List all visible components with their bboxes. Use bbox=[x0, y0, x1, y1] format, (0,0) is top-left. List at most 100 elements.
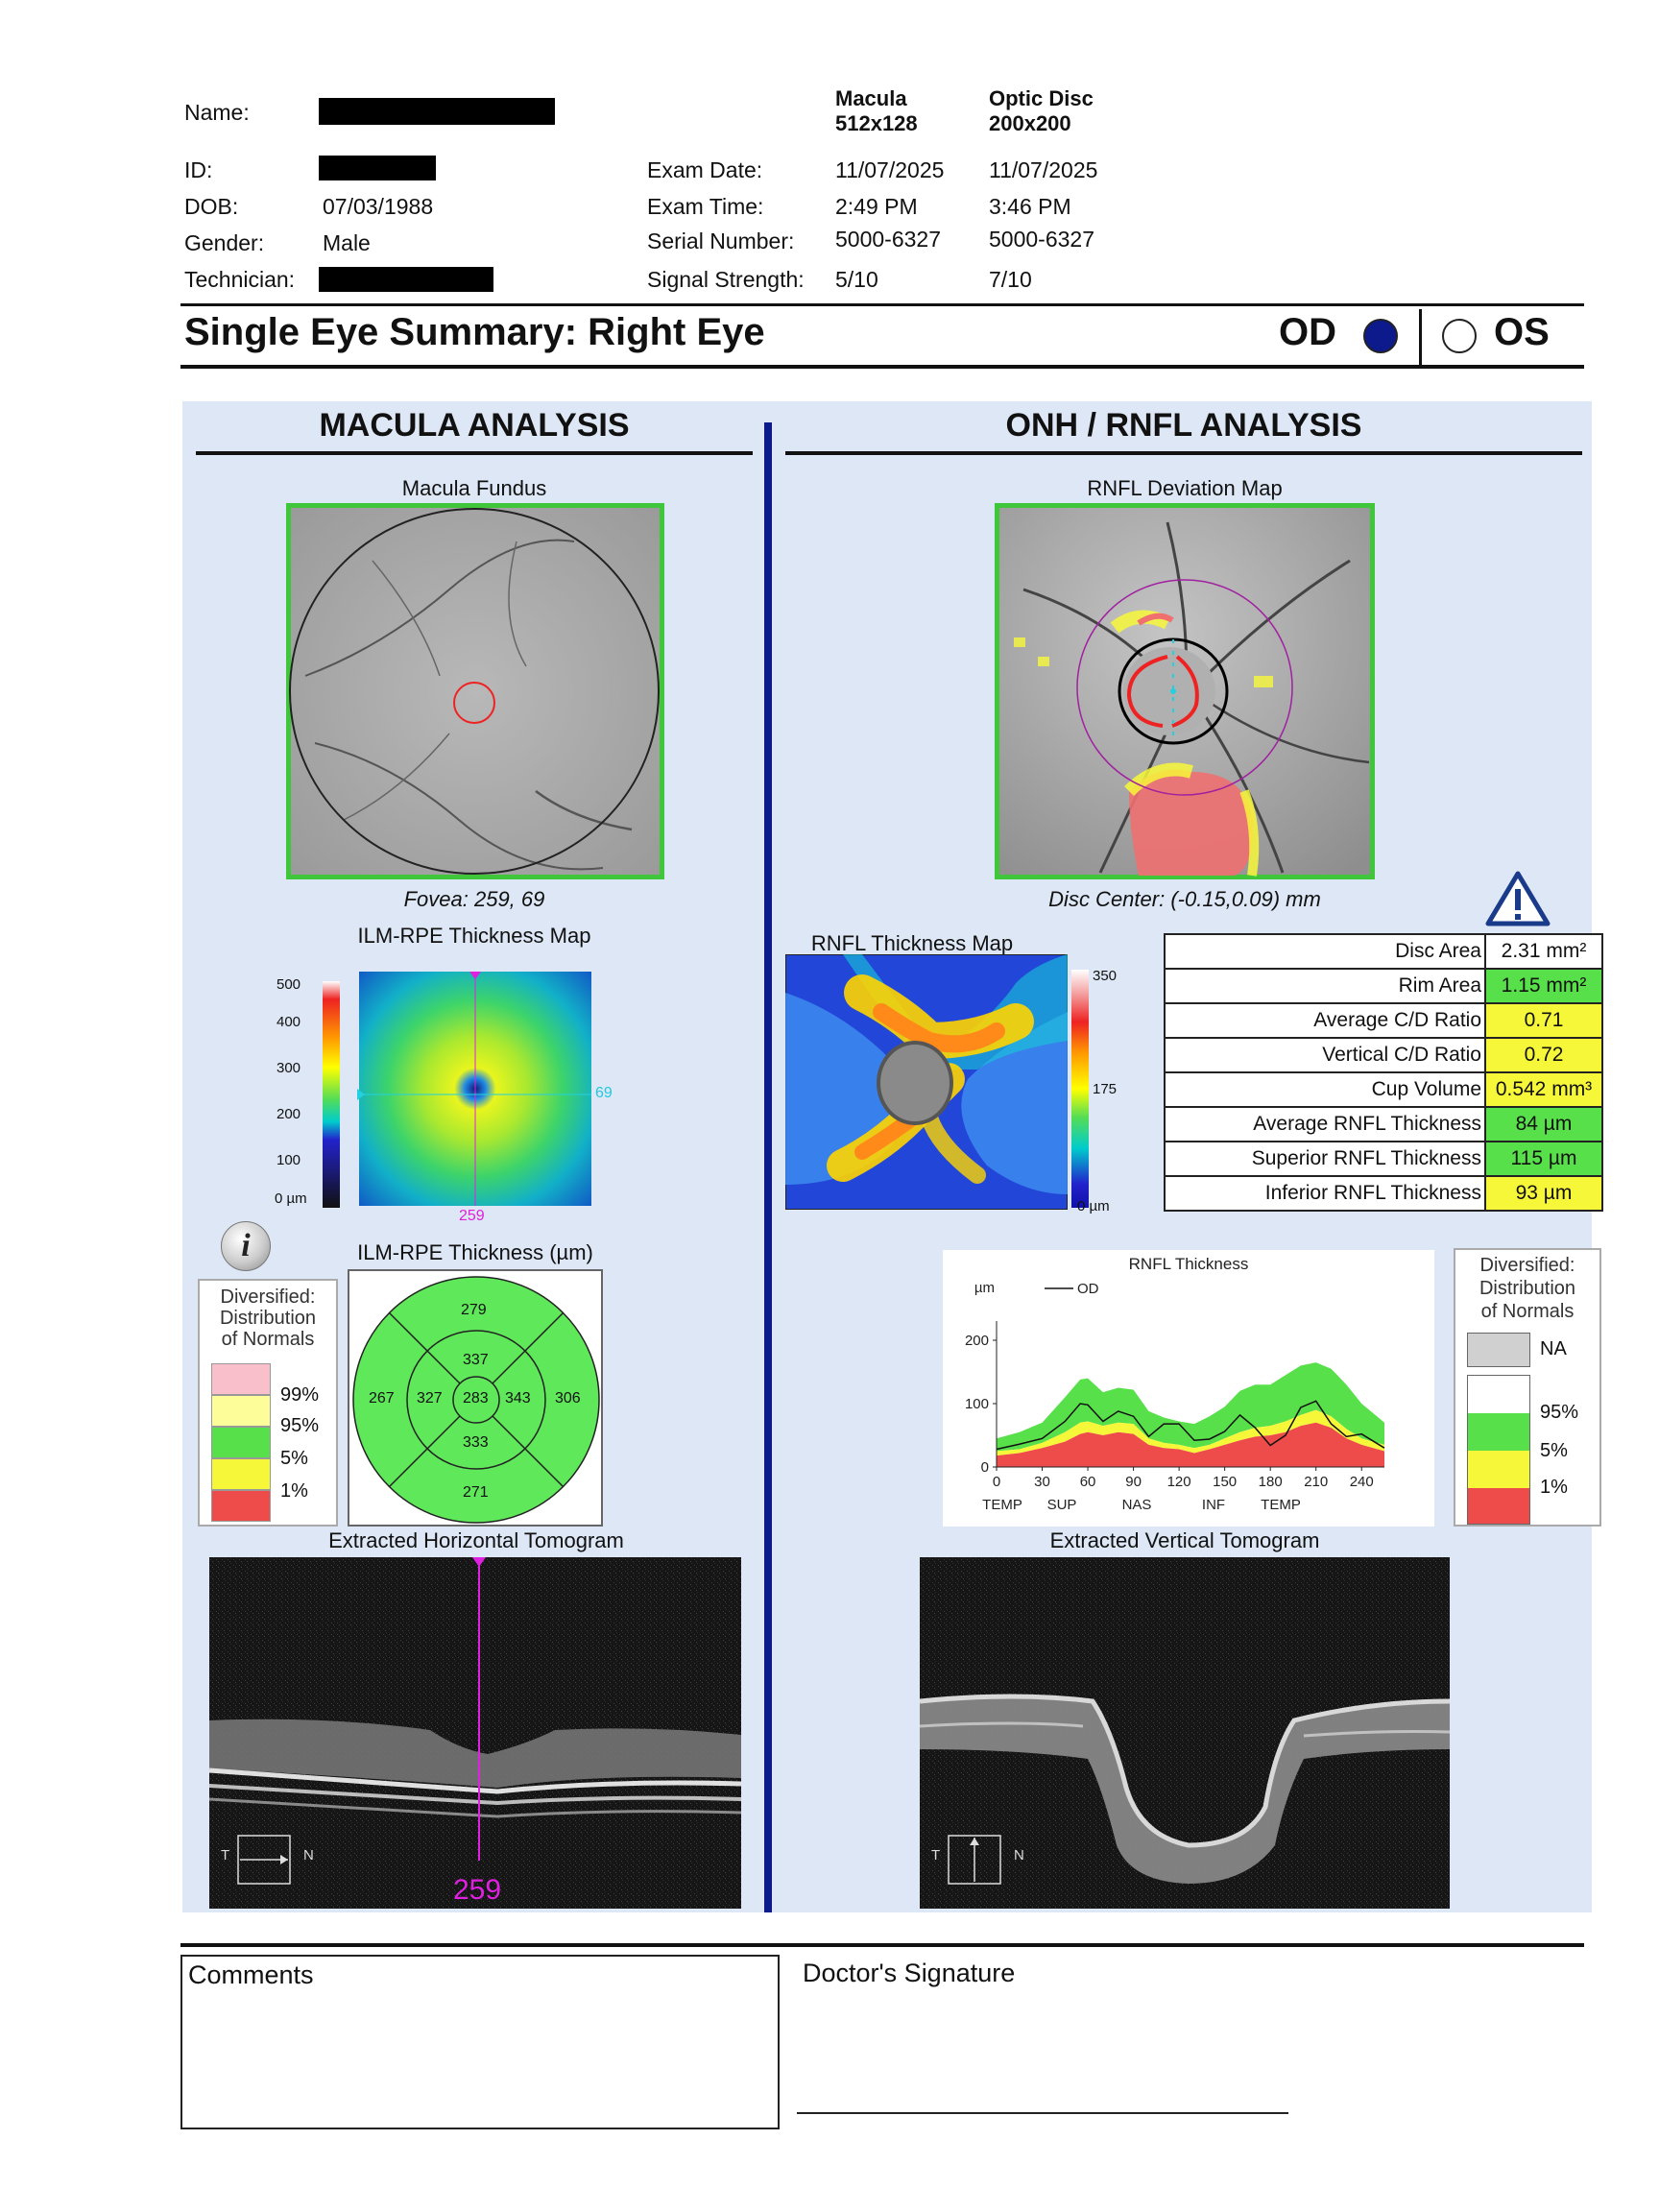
comments-box[interactable] bbox=[180, 1955, 780, 2129]
macula-scale-tick-300: 300 bbox=[276, 1060, 301, 1076]
metric-row: Rim Area 1.15 mm² bbox=[1164, 968, 1603, 1004]
legend-swatch-red bbox=[211, 1490, 271, 1522]
summary-bottom-rule bbox=[180, 365, 1584, 369]
legend-swatch-yellow-onh bbox=[1468, 1451, 1529, 1488]
optic-disc-signal: 7/10 bbox=[989, 267, 1032, 292]
macula-scale-tick-400: 400 bbox=[276, 1014, 301, 1030]
horizontal-tomogram-t-label: T bbox=[221, 1847, 230, 1863]
macula-exam-date: 11/07/2025 bbox=[835, 157, 945, 182]
summary-top-rule bbox=[180, 303, 1584, 306]
legend-1: 1% bbox=[280, 1480, 308, 1502]
footer-rule bbox=[180, 1943, 1584, 1947]
legend-95: 95% bbox=[280, 1415, 320, 1436]
signature-line[interactable] bbox=[797, 2112, 1288, 2114]
macula-serial: 5000-6327 bbox=[835, 227, 941, 252]
normal-band-5-1 bbox=[997, 1409, 1384, 1456]
chart-title: RNFL Thickness bbox=[1129, 1255, 1249, 1273]
metric-value: 93 µm bbox=[1484, 1175, 1603, 1212]
metric-label: Inferior RNFL Thickness bbox=[1164, 1175, 1486, 1212]
metric-label: Cup Volume bbox=[1164, 1071, 1486, 1108]
macula-scale-tick-0: 0 µm bbox=[275, 1190, 307, 1207]
exam-date-label: Exam Date: bbox=[647, 157, 763, 182]
metric-value: 0.71 bbox=[1484, 1002, 1603, 1039]
etdrs-grid-box: 279 337 267 327 283 343 306 333 271 bbox=[348, 1269, 603, 1527]
summary-title: Single Eye Summary: Right Eye bbox=[184, 311, 765, 353]
info-icon[interactable]: i bbox=[221, 1221, 271, 1271]
y-tick-label: 0 bbox=[981, 1459, 989, 1476]
metric-row: Superior RNFL Thickness 115 µm bbox=[1164, 1141, 1603, 1177]
macula-color-scale bbox=[323, 981, 340, 1208]
y-tick-label: 200 bbox=[965, 1333, 989, 1349]
rnfl-thickness-map-title: RNFL Thickness Map bbox=[810, 931, 1014, 955]
vertical-tomogram-image bbox=[920, 1557, 1450, 1909]
dob-value: 07/03/1988 bbox=[323, 194, 434, 219]
normal-band-95-5 bbox=[997, 1362, 1384, 1452]
metric-value: 0.72 bbox=[1484, 1037, 1603, 1073]
metric-label: Vertical C/D Ratio bbox=[1164, 1037, 1486, 1073]
x-tick-label: 30 bbox=[1034, 1474, 1050, 1490]
section-divider bbox=[764, 422, 772, 1912]
legend-swatch-light-yellow bbox=[211, 1395, 271, 1427]
metric-row: Disc Area 2.31 mm² bbox=[1164, 933, 1603, 970]
y-axis-unit: µm bbox=[974, 1280, 995, 1296]
metric-label: Rim Area bbox=[1164, 968, 1486, 1004]
legend-swatch-yellow bbox=[211, 1458, 271, 1490]
normal-band-below-1 bbox=[997, 1422, 1384, 1467]
x-tick-label: 150 bbox=[1213, 1474, 1237, 1490]
grid-temporal-outer: 267 bbox=[369, 1390, 395, 1407]
macula-fundus-image bbox=[286, 503, 664, 879]
macula-thickness-map-title: ILM-RPE Thickness Map bbox=[357, 924, 591, 948]
rnfl-deviation-map bbox=[995, 503, 1375, 879]
os-label: OS bbox=[1494, 311, 1550, 353]
legend-99: 99% bbox=[280, 1384, 320, 1406]
macula-grid-title: ILM-RPE Thickness (µm) bbox=[357, 1240, 593, 1264]
grid-superior-outer: 279 bbox=[461, 1302, 487, 1318]
x-tick-label: 240 bbox=[1350, 1474, 1374, 1490]
y-tick-label: 100 bbox=[965, 1396, 989, 1412]
rnfl-thickness-map bbox=[785, 954, 1068, 1210]
legend-swatch-white bbox=[1468, 1376, 1529, 1413]
rnfl-scale-tick-350: 350 bbox=[1093, 968, 1118, 984]
macula-scan-header: Macula 512x128 bbox=[835, 86, 918, 135]
metric-value: 1.15 mm² bbox=[1484, 968, 1603, 1004]
gender-value: Male bbox=[323, 230, 371, 255]
legend-swatch-green-onh bbox=[1468, 1413, 1529, 1451]
od-label: OD bbox=[1279, 311, 1336, 353]
vertical-tomogram-title: Extracted Vertical Tomogram bbox=[1049, 1528, 1320, 1552]
horizontal-tomogram-marker: 259 bbox=[453, 1874, 502, 1906]
optic-disc-exam-time: 3:46 PM bbox=[989, 194, 1071, 219]
technician-redacted bbox=[319, 267, 493, 292]
id-redacted bbox=[319, 156, 436, 180]
horizontal-tomogram-title: Extracted Horizontal Tomogram bbox=[328, 1528, 624, 1552]
os-radio-icon[interactable] bbox=[1442, 319, 1477, 353]
grid-nasal-inner: 343 bbox=[505, 1390, 531, 1407]
macula-section-title: MACULA ANALYSIS bbox=[319, 407, 630, 444]
metric-label: Superior RNFL Thickness bbox=[1164, 1141, 1486, 1177]
x-region-label: NAS bbox=[1122, 1497, 1152, 1513]
x-tick-label: 60 bbox=[1080, 1474, 1096, 1490]
x-region-label: TEMP bbox=[982, 1497, 1022, 1513]
serial-number-label: Serial Number: bbox=[647, 228, 795, 253]
metric-row: Average C/D Ratio 0.71 bbox=[1164, 1002, 1603, 1039]
x-tick-label: 0 bbox=[993, 1474, 1000, 1490]
name-label: Name: bbox=[184, 100, 250, 125]
legend-swatch-pink bbox=[211, 1363, 271, 1395]
macula-thickness-map bbox=[357, 972, 591, 1206]
rnfl-scale-tick-0: 0 µm bbox=[1077, 1198, 1110, 1214]
macula-exam-time: 2:49 PM bbox=[835, 194, 918, 219]
x-tick-label: 180 bbox=[1259, 1474, 1283, 1490]
metric-row: Inferior RNFL Thickness 93 µm bbox=[1164, 1175, 1603, 1212]
x-region-label: INF bbox=[1202, 1497, 1225, 1513]
gender-label: Gender: bbox=[184, 230, 265, 255]
warning-icon[interactable] bbox=[1484, 870, 1551, 927]
disc-center-caption: Disc Center: (-0.15,0.09) mm bbox=[1048, 887, 1321, 911]
macula-normals-legend: Diversified: Distribution of Normals 99%… bbox=[198, 1279, 338, 1527]
legend-onh-95: 95% bbox=[1540, 1402, 1579, 1423]
rnfl-deviation-title: RNFL Deviation Map bbox=[1087, 476, 1283, 500]
macula-signal: 5/10 bbox=[835, 267, 878, 292]
x-tick-label: 120 bbox=[1167, 1474, 1191, 1490]
horizontal-tomogram-image bbox=[209, 1557, 741, 1909]
od-radio-selected-icon[interactable] bbox=[1363, 319, 1398, 353]
legend-od-label: OD bbox=[1077, 1281, 1099, 1297]
macula-scale-tick-200: 200 bbox=[276, 1106, 301, 1122]
